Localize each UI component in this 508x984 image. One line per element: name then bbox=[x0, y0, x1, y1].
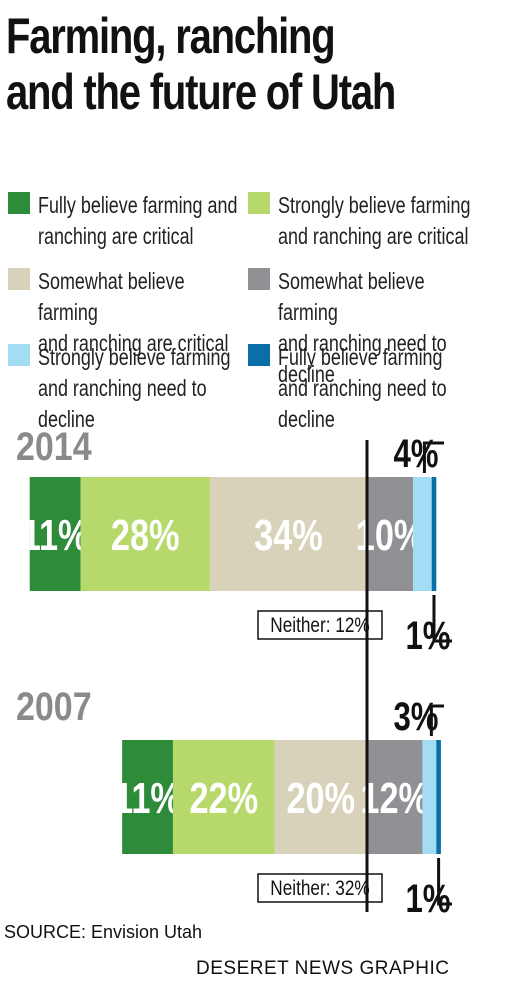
legend-swatch bbox=[248, 192, 270, 214]
neither-box-2014 bbox=[257, 610, 383, 640]
bar-segment-2007-6 bbox=[436, 740, 441, 854]
legend-item-strongly-decline: Strongly believe farming and ranching ne… bbox=[8, 342, 248, 432]
callout-bracket-2007-6 bbox=[437, 858, 452, 906]
legend-swatch bbox=[8, 268, 30, 290]
data-label-2007-6: 1% bbox=[405, 876, 450, 920]
neither-label-2007: Neither: 32% bbox=[270, 878, 369, 901]
data-label-2007-1: 11% bbox=[114, 774, 181, 823]
bar-segment-2014-3 bbox=[209, 477, 367, 591]
year-label-2014: 2014 bbox=[16, 423, 92, 468]
bar-segment-2014-1 bbox=[29, 477, 81, 591]
data-label-2007-2: 22% bbox=[189, 774, 258, 823]
callout-bracket-2014-5 bbox=[422, 441, 444, 473]
data-label-2014-3: 34% bbox=[254, 511, 323, 560]
legend-label: Fully believe farming and ranching need … bbox=[278, 344, 447, 432]
data-label-2014-6: 1% bbox=[405, 613, 450, 658]
graphic-credit: DESERET NEWS GRAPHIC bbox=[196, 958, 450, 979]
bar-segment-2014-2 bbox=[80, 477, 210, 591]
bar-segment-2007-1 bbox=[122, 740, 173, 854]
data-label-2007-3: 20% bbox=[286, 774, 355, 823]
legend-item-somewhat-decline: Somewhat believe farming and ranching ne… bbox=[248, 266, 488, 387]
legend-swatch bbox=[8, 192, 30, 214]
data-label-2014-2: 28% bbox=[111, 511, 180, 560]
source-note: SOURCE: Envision Utah bbox=[4, 922, 203, 942]
legend-label: Fully believe farming and ranching are c… bbox=[38, 192, 238, 249]
bar-segment-2014-5 bbox=[413, 477, 432, 591]
legend-item-somewhat-critical: Somewhat believe farming and ranching ar… bbox=[8, 266, 248, 356]
year-label-2007: 2007 bbox=[16, 683, 92, 728]
bar-segment-2007-5 bbox=[422, 740, 437, 854]
legend-item-fully-decline: Fully believe farming and ranching need … bbox=[248, 342, 488, 432]
callout-bracket-2014-6 bbox=[432, 595, 452, 643]
data-label-2014-5: 4% bbox=[393, 431, 438, 476]
legend-label: Somewhat believe farming and ranching ne… bbox=[278, 268, 447, 387]
legend-swatch bbox=[248, 268, 270, 290]
legend-item-strongly-critical: Strongly believe farming and ranching ar… bbox=[248, 190, 488, 250]
bar-segment-2014-6 bbox=[431, 477, 437, 591]
bar-segment-2007-3 bbox=[274, 740, 367, 854]
bar-segment-2007-4 bbox=[367, 740, 423, 854]
callout-bracket-2007-5 bbox=[429, 704, 444, 736]
data-label-2007-4: 12% bbox=[360, 774, 429, 823]
legend-item-fully-critical: Fully believe farming and ranching are c… bbox=[8, 190, 248, 250]
legend-label: Somewhat believe farming and ranching ar… bbox=[38, 268, 229, 356]
legend-swatch bbox=[8, 344, 30, 366]
chart-title: Farming, ranching and the future of Utah bbox=[6, 8, 396, 120]
legend-swatch bbox=[248, 344, 270, 366]
bar-segment-2014-4 bbox=[367, 477, 414, 591]
title-line-2: and the future of Utah bbox=[6, 64, 396, 120]
legend-label: Strongly believe farming and ranching ne… bbox=[38, 344, 231, 432]
bar-segment-2007-2 bbox=[172, 740, 275, 854]
neither-label-2014: Neither: 12% bbox=[270, 615, 369, 638]
neither-box-2007 bbox=[257, 873, 383, 903]
legend-label: Strongly believe farming and ranching ar… bbox=[278, 192, 471, 249]
data-label-2014-1: 11% bbox=[22, 511, 89, 560]
title-line-1: Farming, ranching bbox=[6, 8, 336, 64]
